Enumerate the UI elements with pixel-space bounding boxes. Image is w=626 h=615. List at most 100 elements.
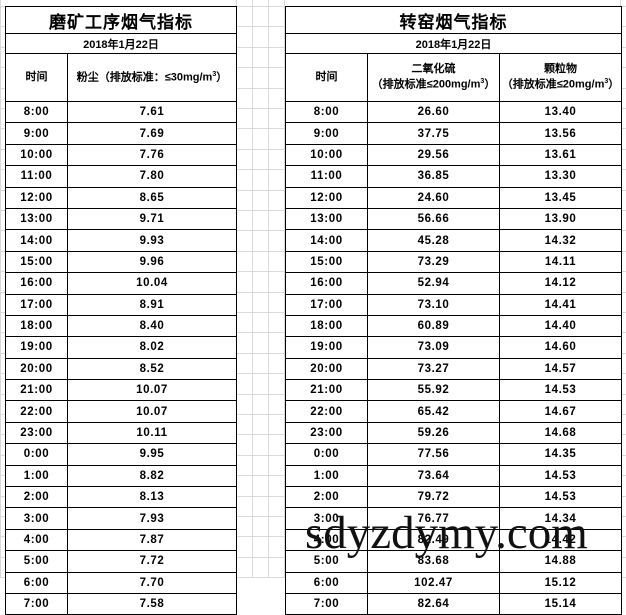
grinding-cell-time: 11:00 (5, 165, 68, 188)
kiln-col-header-so2-line2: （排放标准≤200mg/m3） (368, 77, 499, 93)
grinding-cell-time: 14:00 (5, 229, 68, 252)
kiln-cell-time: 8:00 (285, 100, 368, 124)
grinding-cell-dust: 7.72 (67, 550, 237, 573)
kiln-cell-pm: 14.41 (498, 293, 623, 316)
kiln-cell-pm: 14.40 (498, 314, 623, 338)
kiln-cell-pm: 14.42 (498, 528, 623, 552)
table-row: 9:00 37.75 13.56 (285, 122, 623, 145)
table-row: 23:00 10.11 (5, 421, 237, 445)
table-row: 20:00 8.52 (5, 357, 237, 381)
kiln-col-header-pm-tail: ） (608, 78, 620, 91)
table-row: 6:00 7.70 (5, 571, 237, 594)
grinding-cell-dust: 8.82 (67, 464, 237, 488)
kiln-cell-so2: 83.68 (367, 550, 500, 573)
table-row: 10:00 7.76 (5, 143, 237, 167)
table-row: 12:00 8.65 (5, 186, 237, 209)
grinding-cell-dust: 9.71 (67, 207, 237, 231)
kiln-cell-so2: 73.29 (367, 250, 500, 274)
grinding-cell-time: 5:00 (5, 550, 68, 573)
grinding-col-header-dust-tail: ） (216, 71, 228, 84)
kiln-cell-so2: 56.66 (367, 207, 500, 231)
table-row: 5:00 7.72 (5, 550, 237, 573)
kiln-cell-pm: 14.32 (498, 229, 623, 252)
table-row: 9:00 7.69 (5, 122, 237, 145)
kiln-cell-time: 0:00 (285, 443, 368, 466)
kiln-col-header-so2-unit: （排放标准≤200mg/m (371, 78, 481, 91)
kiln-col-header-time: 时间 (285, 53, 368, 102)
grinding-cell-time: 1:00 (5, 464, 68, 488)
grinding-col-header-dust-sup: 3 (212, 70, 217, 78)
grinding-cell-dust: 7.58 (67, 592, 237, 615)
kiln-cell-so2: 60.89 (367, 314, 500, 338)
table-date-row: 2018年1月22日 (284, 33, 623, 54)
kiln-cell-pm: 13.30 (498, 165, 623, 188)
table-row: 22:00 10.07 (5, 400, 237, 423)
table-row: 7:00 7.58 (5, 592, 237, 615)
table-row: 8:00 7.61 (5, 100, 237, 124)
grinding-cell-time: 16:00 (5, 272, 68, 295)
table-row: 3:00 7.93 (5, 507, 237, 530)
table-row: 21:00 10.07 (5, 379, 237, 402)
kiln-cell-pm: 14.53 (498, 379, 623, 402)
table-row: 1:00 73.64 14.53 (285, 464, 623, 488)
grinding-cell-time: 23:00 (5, 421, 68, 445)
table-title-row: 转窑烟气指标 (284, 6, 623, 34)
grinding-cell-dust: 8.52 (67, 357, 237, 381)
grinding-cell-time: 6:00 (5, 571, 68, 594)
grinding-cell-time: 13:00 (5, 207, 68, 231)
grinding-cell-time: 3:00 (5, 507, 68, 530)
grinding-cell-dust: 8.40 (67, 314, 237, 338)
kiln-cell-so2: 55.92 (367, 379, 500, 402)
kiln-cell-time: 18:00 (285, 314, 368, 338)
kiln-cell-so2: 73.27 (367, 357, 500, 381)
kiln-cell-pm: 14.12 (498, 272, 623, 295)
kiln-cell-time: 5:00 (285, 550, 368, 573)
kiln-col-header-pm: 颗粒物 （排放标准≤20mg/m3） (498, 53, 623, 102)
kiln-cell-so2: 82.49 (367, 528, 500, 552)
kiln-cell-time: 14:00 (285, 229, 368, 252)
kiln-cell-pm: 15.12 (498, 571, 623, 594)
table-row: 22:00 65.42 14.67 (285, 400, 623, 423)
table-row: 11:00 7.80 (5, 165, 237, 188)
grinding-cell-time: 12:00 (5, 186, 68, 209)
kiln-table-title: 转窑烟气指标 (284, 6, 623, 34)
table-row: 18:00 8.40 (5, 314, 237, 338)
kiln-cell-time: 20:00 (285, 357, 368, 381)
table-row: 16:00 52.94 14.12 (285, 272, 623, 295)
kiln-cell-pm: 14.34 (498, 507, 623, 530)
table-row: 7:00 82.64 15.14 (285, 592, 623, 615)
table-row: 21:00 55.92 14.53 (285, 379, 623, 402)
grinding-cell-time: 18:00 (5, 314, 68, 338)
kiln-cell-time: 15:00 (285, 250, 368, 274)
grinding-cell-time: 17:00 (5, 293, 68, 316)
kiln-cell-pm: 13.40 (498, 100, 623, 124)
table-header-row: 时间 粉尘（排放标准：≤30mg/m3） (5, 53, 237, 102)
kiln-cell-so2: 37.75 (367, 122, 500, 145)
grinding-cell-time: 4:00 (5, 528, 68, 552)
kiln-cell-so2: 59.26 (367, 421, 500, 445)
grinding-cell-time: 10:00 (5, 143, 68, 167)
kiln-cell-time: 13:00 (285, 207, 368, 231)
grinding-table-body: 8:00 7.61 9:00 7.69 10:00 7.76 11:00 7.80 12:00 8… (5, 100, 237, 615)
kiln-col-header-so2: 二氧化硫 （排放标准≤200mg/m3） (367, 53, 500, 102)
table-row: 4:00 7.87 (5, 528, 237, 552)
kiln-cell-pm: 14.53 (498, 486, 623, 509)
kiln-cell-pm: 14.53 (498, 464, 623, 488)
kiln-cell-so2: 26.60 (367, 100, 500, 124)
kiln-cell-pm: 15.14 (498, 592, 623, 615)
table-row: 17:00 8.91 (5, 293, 237, 316)
grinding-cell-dust: 7.93 (67, 507, 237, 530)
grinding-cell-time: 0:00 (5, 443, 68, 466)
table-row: 0:00 9.95 (5, 443, 237, 466)
grinding-cell-dust: 10.11 (67, 421, 237, 445)
table-row: 1:00 8.82 (5, 464, 237, 488)
kiln-cell-time: 19:00 (285, 336, 368, 359)
table-row: 20:00 73.27 14.57 (285, 357, 623, 381)
grinding-cell-time: 19:00 (5, 336, 68, 359)
table-row: 13:00 9.71 (5, 207, 237, 231)
kiln-cell-so2: 73.10 (367, 293, 500, 316)
grinding-cell-time: 7:00 (5, 592, 68, 615)
kiln-cell-pm: 14.67 (498, 400, 623, 423)
kiln-cell-time: 23:00 (285, 421, 368, 445)
kiln-cell-so2: 77.56 (367, 443, 500, 466)
